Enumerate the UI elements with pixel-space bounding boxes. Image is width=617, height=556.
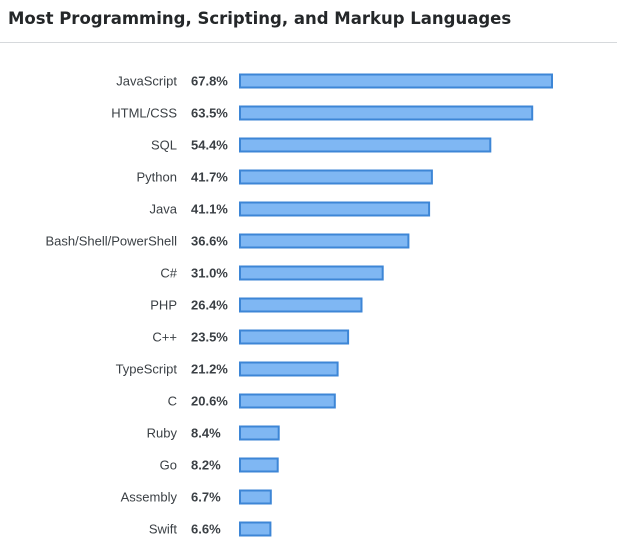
bar-row: Java 41.1% xyxy=(150,201,431,217)
category-label: Assembly xyxy=(121,490,178,505)
bar-row: Python 41.7% xyxy=(137,169,433,185)
category-label: PHP xyxy=(150,298,177,313)
bar-row: C 20.6% xyxy=(168,393,336,409)
bar-row: C++ 23.5% xyxy=(152,329,350,345)
category-label: SQL xyxy=(151,138,177,153)
bar-row: SQL 54.4% xyxy=(151,137,492,153)
value-label: 26.4% xyxy=(191,298,228,313)
value-label: 8.2% xyxy=(191,458,221,473)
category-label: TypeScript xyxy=(116,362,178,377)
category-label: JavaScript xyxy=(116,74,177,89)
value-label: 8.4% xyxy=(191,426,221,441)
category-label: C xyxy=(168,394,177,409)
bar xyxy=(239,265,384,281)
bar xyxy=(239,393,336,409)
bar-row: Swift 6.6% xyxy=(149,521,272,537)
value-label: 67.8% xyxy=(191,74,228,89)
bar xyxy=(239,457,279,473)
value-label: 21.2% xyxy=(191,362,228,377)
bar-row: JavaScript 67.8% xyxy=(116,73,553,89)
bar xyxy=(239,425,280,441)
value-label: 6.6% xyxy=(191,522,221,537)
bar xyxy=(239,361,339,377)
bar-row: Go 8.2% xyxy=(160,457,279,473)
bar xyxy=(239,297,363,313)
value-label: 31.0% xyxy=(191,266,228,281)
bar-row: TypeScript 21.2% xyxy=(116,361,339,377)
bar xyxy=(239,521,272,537)
category-label: Go xyxy=(160,458,177,473)
category-label: Java xyxy=(150,202,178,217)
value-label: 41.1% xyxy=(191,202,228,217)
bar-row: C# 31.0% xyxy=(160,265,384,281)
value-label: 20.6% xyxy=(191,394,228,409)
bar-row: PHP 26.4% xyxy=(150,297,363,313)
title-divider xyxy=(0,42,617,43)
category-label: C# xyxy=(160,266,177,281)
bar xyxy=(239,201,431,217)
bar-row: HTML/CSS 63.5% xyxy=(111,105,534,121)
bar xyxy=(239,105,534,121)
value-label: 36.6% xyxy=(191,234,228,249)
bar-row: Assembly 6.7% xyxy=(121,489,272,505)
bar-row: Bash/Shell/PowerShell 36.6% xyxy=(45,233,410,249)
bar xyxy=(239,489,272,505)
bar xyxy=(239,329,350,345)
value-label: 63.5% xyxy=(191,106,228,121)
bar xyxy=(239,169,433,185)
chart-title: Most Programming, Scripting, and Markup … xyxy=(8,9,512,28)
value-label: 6.7% xyxy=(191,490,221,505)
value-label: 41.7% xyxy=(191,170,228,185)
value-label: 23.5% xyxy=(191,330,228,345)
category-label: Bash/Shell/PowerShell xyxy=(45,234,177,249)
bar-row: Ruby 8.4% xyxy=(147,425,280,441)
category-label: Python xyxy=(137,170,177,185)
category-label: C++ xyxy=(152,330,177,345)
bar xyxy=(239,137,492,153)
bar xyxy=(239,233,410,249)
category-label: HTML/CSS xyxy=(111,106,177,121)
value-label: 54.4% xyxy=(191,138,228,153)
category-label: Ruby xyxy=(147,426,178,441)
bar xyxy=(239,73,553,89)
category-label: Swift xyxy=(149,522,178,537)
